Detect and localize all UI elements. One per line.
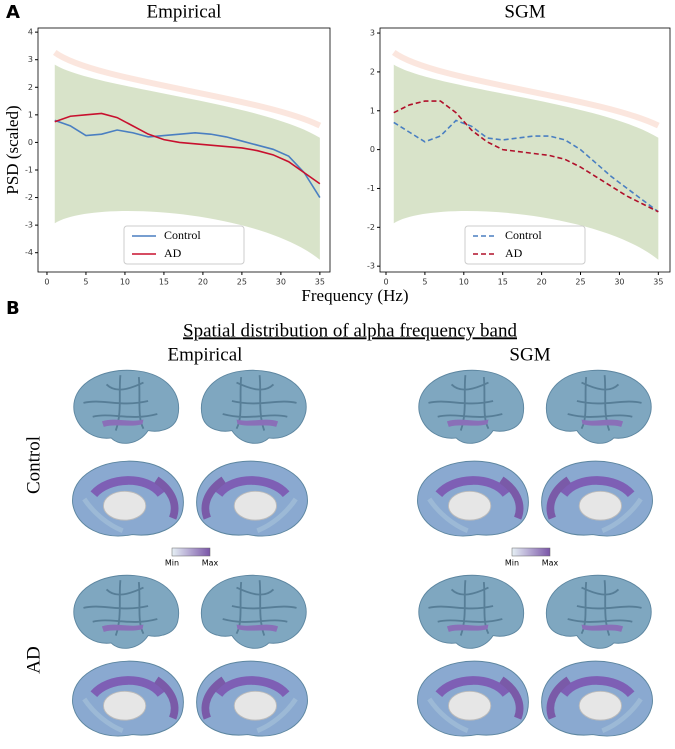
brain-medial <box>73 661 184 736</box>
x-tick-label: 10 <box>120 278 130 287</box>
x-tick-label: 5 <box>422 278 427 287</box>
x-tick-label: 5 <box>83 278 88 287</box>
chart-title: Empirical <box>147 1 222 22</box>
x-axis-label: Frequency (Hz) <box>301 286 408 305</box>
y-tick-label: 3 <box>28 55 33 64</box>
brain-medial <box>418 661 529 736</box>
x-tick-label: 25 <box>575 278 585 287</box>
brain-medial <box>418 461 529 536</box>
colorbar-label: Max <box>542 559 559 568</box>
spread-band-edge <box>392 49 660 129</box>
x-tick-label: 15 <box>498 278 508 287</box>
x-tick-label: 30 <box>276 278 286 287</box>
y-tick-label: 4 <box>28 28 33 37</box>
series-line <box>393 119 659 213</box>
column-label: Empirical <box>168 344 243 365</box>
brain-lateral <box>200 369 308 445</box>
panel-label: B <box>6 298 20 319</box>
legend-box <box>464 225 586 265</box>
legend-label: AD <box>505 246 523 260</box>
y-tick-label: -1 <box>367 184 375 193</box>
colorbar-label: Min <box>165 559 179 568</box>
column-label: SGM <box>509 344 550 365</box>
y-tick-label: -3 <box>25 221 33 230</box>
spread-band <box>54 64 320 260</box>
y-tick-label: 1 <box>28 110 33 119</box>
legend-label: Control <box>164 228 201 242</box>
brain-lateral <box>200 574 308 650</box>
spread-band-edge <box>52 49 322 129</box>
charts: 0 5 10 15 20 25 30 35-4-3-2-101234EmpiricalPSD … <box>3 1 671 287</box>
brain-medial <box>197 461 308 536</box>
colorbar-label: Max <box>202 559 219 568</box>
series-line <box>54 112 321 185</box>
series-line <box>393 100 659 213</box>
x-tick-label: 20 <box>537 278 547 287</box>
x-tick-label: 15 <box>159 278 169 287</box>
chart-title: SGM <box>504 1 545 22</box>
legend-label: Control <box>505 228 542 242</box>
y-tick-label: -1 <box>25 165 33 174</box>
y-tick-label: 3 <box>370 29 375 38</box>
spread-band <box>393 64 659 260</box>
brains <box>72 369 653 736</box>
x-tick-label: 10 <box>459 278 469 287</box>
y-tick-label: -3 <box>367 262 375 271</box>
brain-lateral <box>545 369 653 445</box>
brain-lateral <box>72 369 180 445</box>
brain-lateral <box>417 369 525 445</box>
row-label: AD <box>23 646 44 673</box>
x-tick-label: 20 <box>198 278 208 287</box>
y-tick-label: 2 <box>370 67 375 76</box>
x-tick-label: 0 <box>383 278 388 287</box>
y-tick-label: 0 <box>370 145 375 154</box>
colorbar <box>171 547 211 557</box>
y-tick-label: -2 <box>367 223 375 232</box>
y-tick-label: 1 <box>370 106 375 115</box>
brain-medial <box>197 661 308 736</box>
x-tick-label: 35 <box>315 278 325 287</box>
y-tick-label: 0 <box>28 138 33 147</box>
panel-title: Spatial distribution of alpha frequency … <box>183 320 517 341</box>
y-tick-label: -2 <box>25 193 33 202</box>
colorbar <box>511 547 551 557</box>
x-tick-label: 30 <box>614 278 624 287</box>
row-label: Control <box>23 436 44 494</box>
y-tick-label: 2 <box>28 83 33 92</box>
colorbar-label: Min <box>505 559 519 568</box>
brain-lateral <box>545 574 653 650</box>
x-tick-label: 25 <box>237 278 247 287</box>
y-axis-label: PSD (scaled) <box>3 105 22 194</box>
brain-lateral <box>417 574 525 650</box>
brain-medial <box>542 461 653 536</box>
y-tick-label: -4 <box>25 248 33 257</box>
brain-medial <box>73 461 184 536</box>
x-tick-label: 35 <box>653 278 663 287</box>
x-tick-label: 0 <box>44 278 49 287</box>
brain-medial <box>542 661 653 736</box>
legend-label: AD <box>164 246 182 260</box>
series-line <box>54 119 321 198</box>
brain-lateral <box>72 574 180 650</box>
panel-label: A <box>6 2 20 23</box>
